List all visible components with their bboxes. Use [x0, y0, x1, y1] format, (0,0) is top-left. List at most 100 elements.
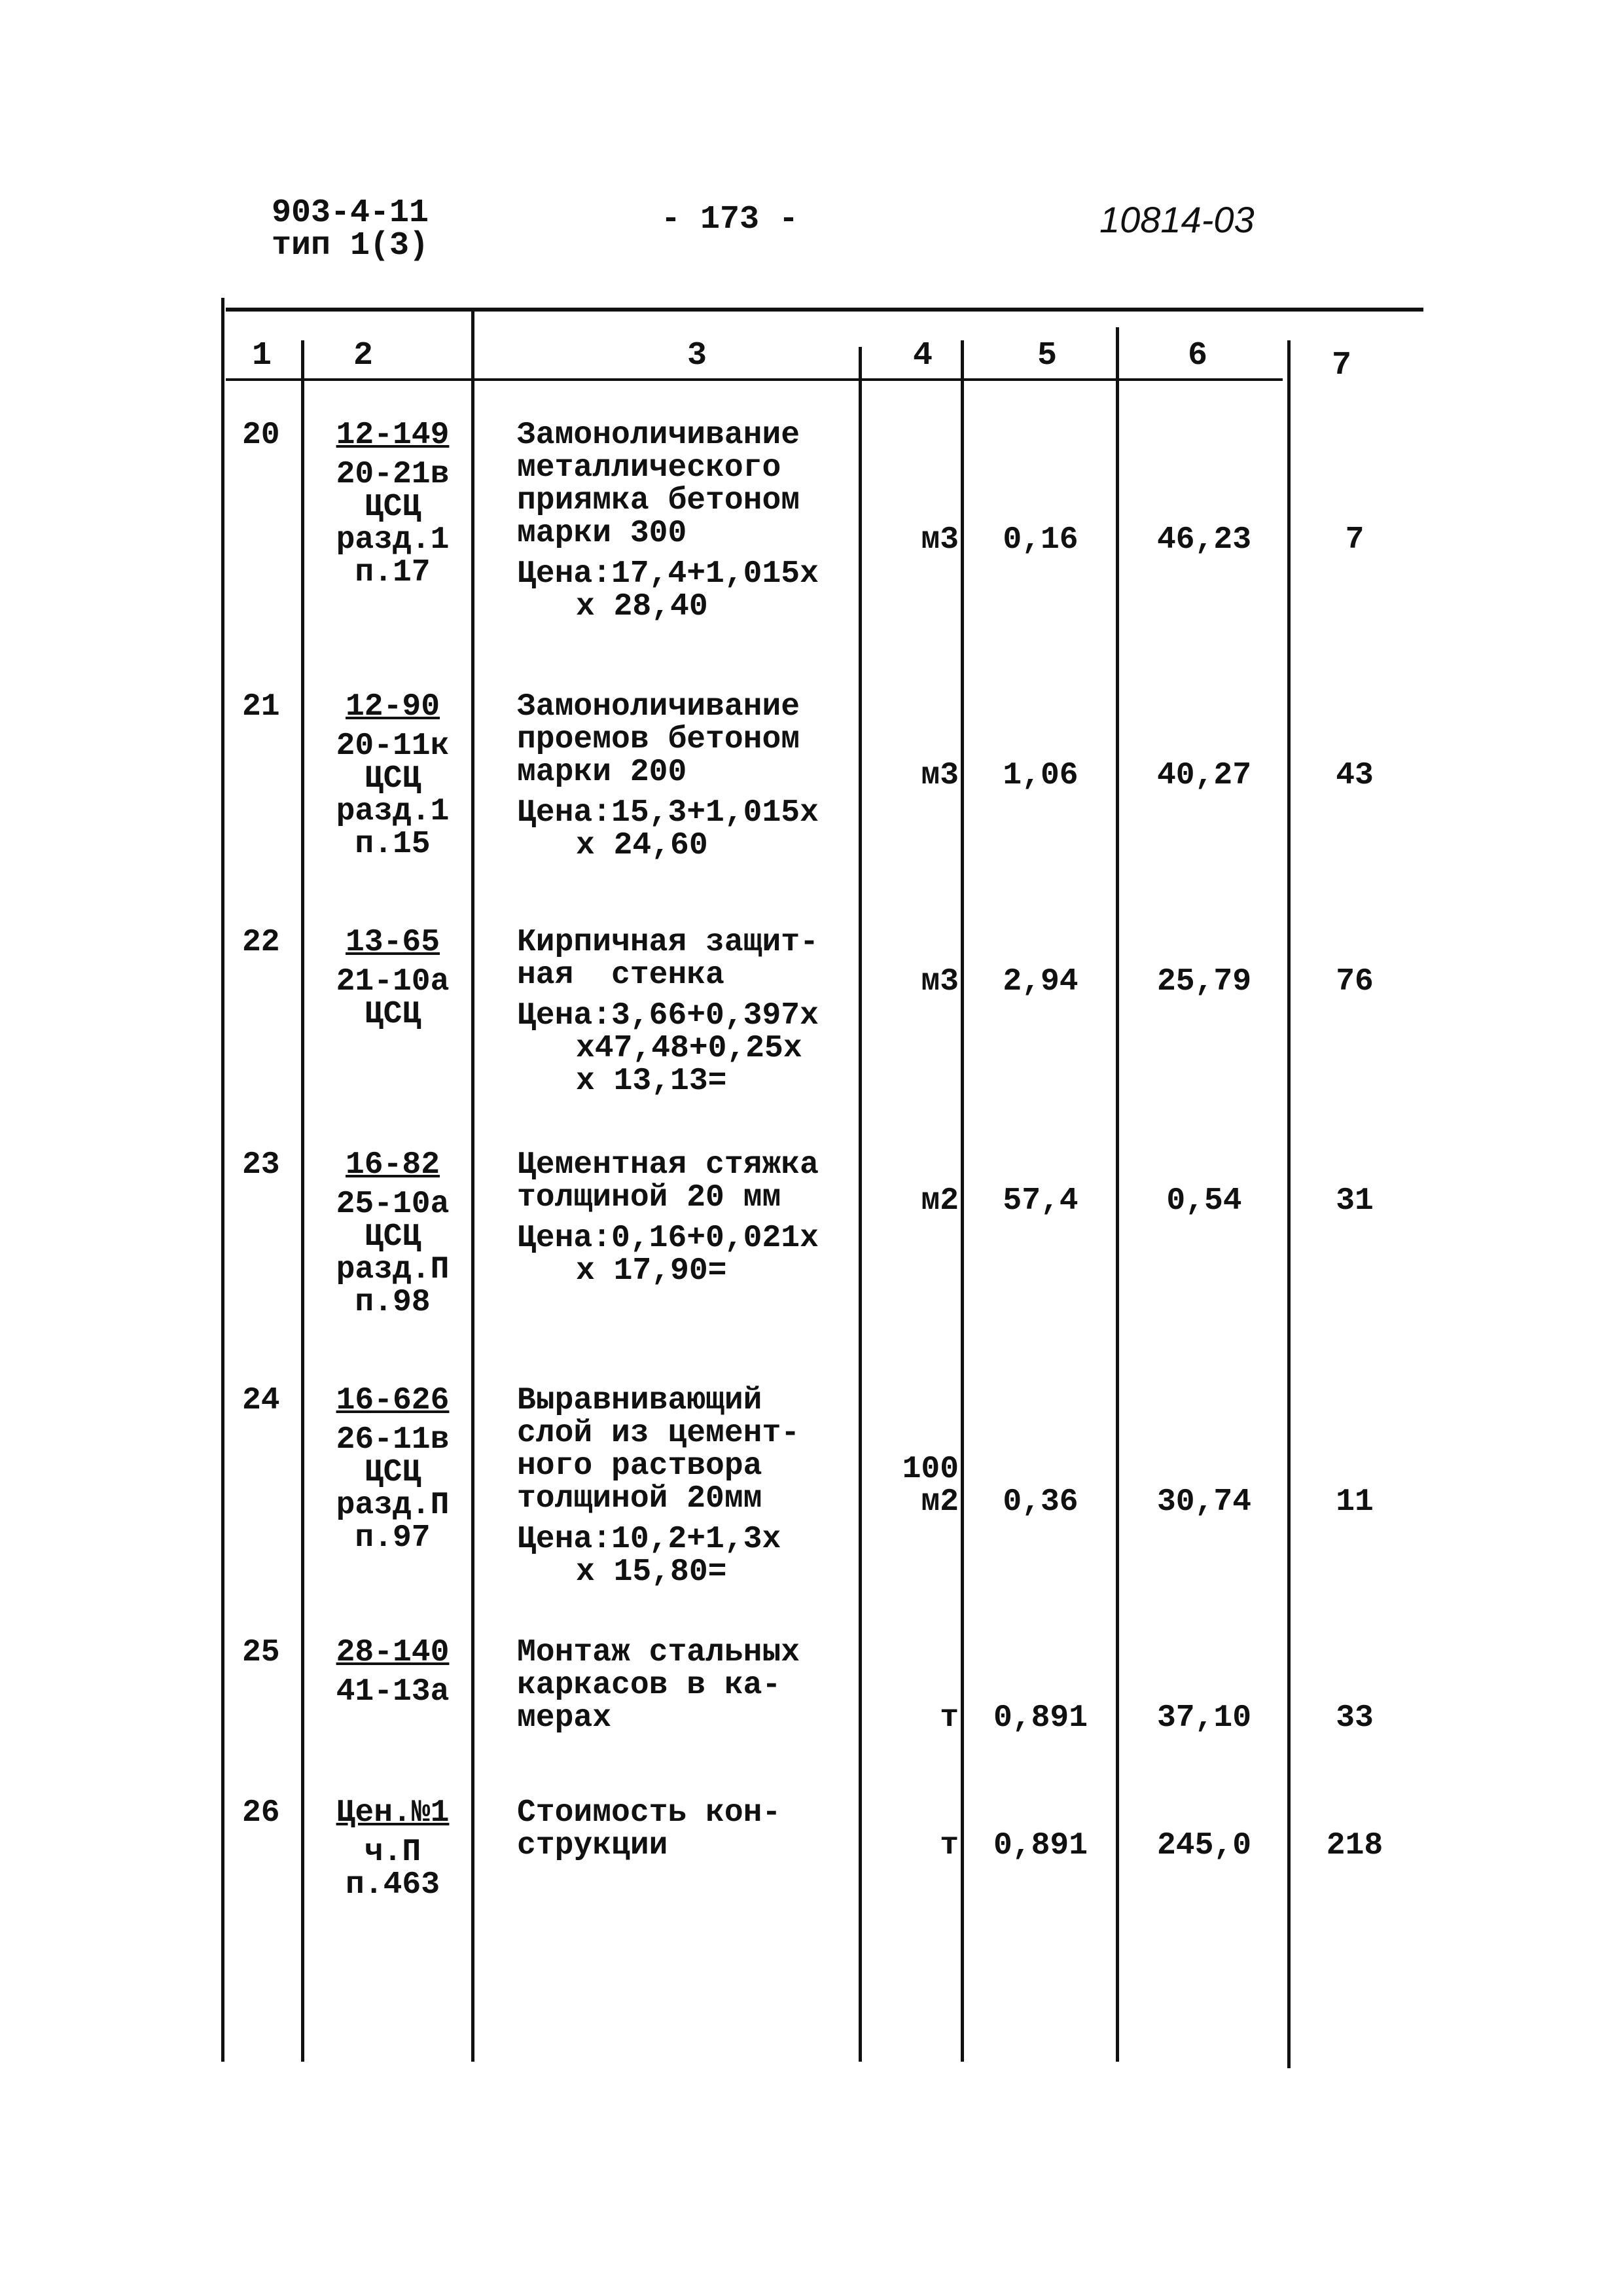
row-number: 26 [242, 1795, 280, 1831]
price-calculation: х 17,90= [576, 1253, 727, 1289]
column-number: 5 [1037, 337, 1058, 374]
work-description: струкции [517, 1828, 668, 1863]
work-description: ного раствора [517, 1448, 762, 1484]
norm-reference: 41-13а [336, 1674, 450, 1710]
unit-price: 40,27 [1156, 758, 1252, 793]
row-number: 24 [242, 1383, 280, 1418]
norm-reference: ч.П [364, 1835, 421, 1870]
unit-of-measure: м3 [921, 964, 959, 999]
price-calculation: х 28,40 [576, 589, 708, 624]
norm-reference: 25-10а [336, 1187, 450, 1222]
unit-of-measure: т [940, 1828, 959, 1863]
work-description: Кирпичная защит- [517, 925, 819, 960]
document-type: тип 1(3) [272, 227, 429, 264]
price-calculation: х 15,80= [576, 1554, 727, 1590]
quantity: 0,16 [1003, 522, 1079, 558]
column-divider [1287, 340, 1291, 2068]
price-calculation: х 24,60 [576, 828, 708, 863]
unit-of-measure: м3 [921, 758, 959, 793]
work-description: проемов бетоном [517, 722, 800, 757]
total-cost: 31 [1336, 1183, 1374, 1219]
total-cost: 218 [1326, 1828, 1383, 1863]
norm-reference: ЦСЦ [364, 1455, 421, 1490]
work-description: Стоимость кон- [517, 1795, 781, 1831]
column-number: 6 [1188, 337, 1208, 374]
row-number: 23 [242, 1147, 280, 1183]
table-top-border [226, 308, 1423, 312]
norm-code: 28-140 [336, 1635, 450, 1670]
quantity: 0,36 [1003, 1484, 1079, 1520]
price-calculation: Цена:3,66+0,397х [517, 998, 819, 1033]
document-code: 903-4-11 [272, 194, 429, 232]
norm-reference: 21-10а [336, 964, 450, 999]
unit-price: 37,10 [1156, 1700, 1252, 1736]
work-description: толщиной 20 мм [517, 1180, 781, 1215]
norm-code: 13-65 [345, 925, 440, 960]
work-description: марки 200 [517, 755, 687, 790]
price-calculation: Цена:17,4+1,015х [517, 556, 819, 592]
norm-reference: п.17 [355, 555, 431, 590]
column-divider [471, 308, 474, 2062]
quantity: 1,06 [1003, 758, 1079, 793]
work-description: слой из цемент- [517, 1416, 800, 1451]
norm-reference: ЦСЦ [364, 490, 421, 525]
unit-of-measure: м2 [921, 1183, 959, 1219]
work-description: ная стенка [517, 958, 724, 993]
column-divider [301, 340, 304, 2062]
norm-code: Цен.№1 [336, 1795, 450, 1831]
norm-reference: разд.П [336, 1252, 450, 1287]
norm-reference: ЦСЦ [364, 761, 421, 797]
norm-reference: разд.П [336, 1488, 450, 1523]
price-calculation: х47,48+0,25х [576, 1031, 802, 1066]
work-description: Монтаж стальных [517, 1635, 800, 1670]
unit-of-measure: м3 [921, 522, 959, 558]
quantity: 0,891 [993, 1828, 1088, 1863]
column-number: 4 [913, 337, 933, 374]
norm-reference: разд.1 [336, 794, 450, 829]
unit-price: 25,79 [1156, 964, 1252, 999]
work-description: Замоноличивание [517, 418, 800, 453]
quantity: 2,94 [1003, 964, 1079, 999]
norm-reference: п.98 [355, 1285, 431, 1320]
column-number: 2 [353, 337, 374, 374]
column-number: 3 [687, 337, 707, 374]
page-number: - 173 - [661, 201, 799, 238]
total-cost: 43 [1336, 758, 1374, 793]
total-cost: 7 [1345, 522, 1364, 558]
column-divider [1116, 327, 1119, 2062]
quantity: 0,891 [993, 1700, 1088, 1736]
norm-reference: 20-11к [336, 728, 450, 764]
work-description: приямка бетоном [517, 483, 800, 518]
norm-code: 12-149 [336, 418, 450, 453]
norm-reference: п.97 [355, 1520, 431, 1556]
norm-reference: ЦСЦ [364, 1219, 421, 1255]
price-calculation: Цена:10,2+1,3х [517, 1522, 781, 1557]
column-number: 1 [252, 337, 272, 374]
unit-price: 0,54 [1166, 1183, 1242, 1219]
column-divider [859, 347, 862, 2062]
column-number: 7 [1332, 347, 1352, 384]
work-description: марки 300 [517, 516, 687, 551]
unit-price: 46,23 [1156, 522, 1252, 558]
row-number: 21 [242, 689, 280, 725]
norm-reference: ЦСЦ [364, 997, 421, 1032]
unit-price: 30,74 [1156, 1484, 1252, 1520]
norm-code: 16-626 [336, 1383, 450, 1418]
norm-code: 16-82 [345, 1147, 440, 1183]
total-cost: 33 [1336, 1700, 1374, 1736]
unit-of-measure: т [940, 1700, 959, 1736]
header-bottom-border [226, 378, 1283, 381]
row-number: 22 [242, 925, 280, 960]
column-divider [221, 298, 224, 2062]
total-cost: 76 [1336, 964, 1374, 999]
norm-reference: п.463 [345, 1867, 440, 1903]
work-description: каркасов в ка- [517, 1668, 781, 1703]
work-description: Цементная стяжка [517, 1147, 819, 1183]
row-number: 25 [242, 1635, 280, 1670]
work-description: мерах [517, 1700, 612, 1736]
norm-code: 12-90 [345, 689, 440, 725]
handwritten-reference: 10814-03 [1099, 199, 1255, 240]
norm-reference: разд.1 [336, 522, 450, 558]
unit-of-measure: 100 м2 [902, 1452, 959, 1520]
work-description: толщиной 20мм [517, 1481, 762, 1516]
